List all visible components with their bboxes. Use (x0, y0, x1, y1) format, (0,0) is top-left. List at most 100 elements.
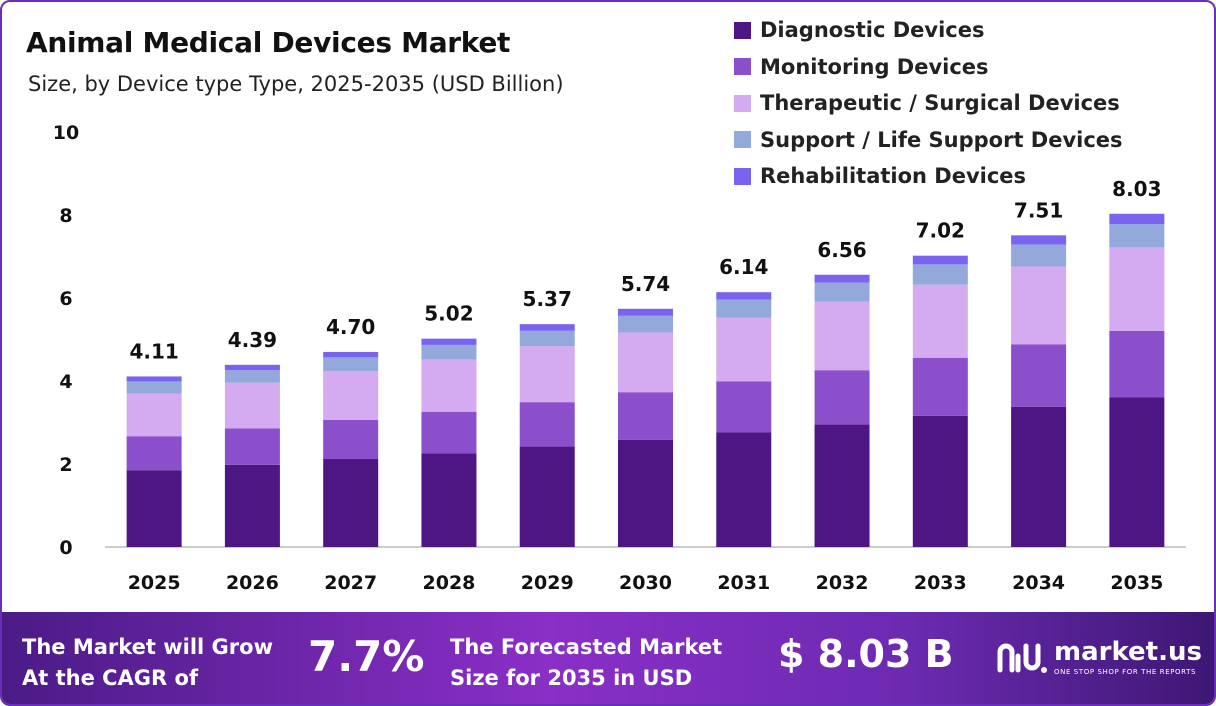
forecast-value: $ 8.03 B (778, 632, 954, 676)
bar-segment-support (618, 315, 673, 333)
legend-swatch-therapeutic (734, 94, 751, 112)
bar-total-label: 4.11 (129, 339, 178, 363)
bar-segment-therapeutic (618, 332, 673, 393)
legend-label-therapeutic: Therapeutic / Surgical Devices (760, 91, 1120, 116)
bar-segment-therapeutic (519, 346, 575, 403)
bar-segment-diagnostic (519, 446, 575, 547)
bar-segment-monitoring (519, 402, 575, 447)
cagr-caption: The Market will Grow At the CAGR of (22, 635, 273, 690)
bar-total-label: 6.14 (719, 255, 768, 279)
bar-segment-rehabilitation (912, 255, 968, 265)
y-tick-label: 8 (59, 205, 72, 227)
bar-total-label: 4.39 (228, 328, 277, 352)
bar-segment-diagnostic (1109, 397, 1165, 547)
bar-segment-rehabilitation (1011, 235, 1067, 245)
y-tick-label: 0 (59, 537, 72, 559)
bar-segment-monitoring (421, 411, 477, 454)
bar-segment-rehabilitation (1109, 213, 1165, 225)
bar-segment-therapeutic (1109, 247, 1165, 331)
bar-total-label: 6.56 (817, 238, 866, 262)
bar-total-label: 5.74 (621, 272, 670, 296)
chart-title: Animal Medical Devices Market (26, 26, 511, 59)
x-tick-label: 2035 (1110, 572, 1163, 594)
legend-label-diagnostic: Diagnostic Devices (760, 18, 985, 43)
bar-segment-monitoring (323, 420, 379, 460)
bar-total-label: 8.03 (1112, 177, 1161, 201)
footer-banner: The Market will Grow At the CAGR of 7.7%… (2, 612, 1214, 704)
stacked-bar-chart: 0 2 4 6 8 10 4.11 2025 4.39 2026 4.70 2027 5.02 2028 5… (53, 122, 1186, 594)
bar-segment-therapeutic (126, 393, 182, 437)
bar-segment-support (126, 381, 182, 394)
legend-label-support: Support / Life Support Devices (760, 127, 1123, 152)
bar-segment-support (519, 330, 575, 347)
bar-segment-support (1011, 244, 1067, 267)
bar-segment-monitoring (814, 370, 870, 425)
bar-segment-support (421, 344, 477, 360)
bar-total-label: 7.51 (1014, 198, 1063, 222)
bar-segment-diagnostic (421, 453, 477, 547)
bar-segment-diagnostic (1011, 406, 1067, 547)
bar-segment-rehabilitation (814, 274, 870, 283)
y-tick-label: 4 (59, 371, 72, 393)
bar-segment-therapeutic (323, 371, 379, 421)
bar-segment-rehabilitation (126, 376, 182, 382)
legend-label-rehabilitation: Rehabilitation Devices (760, 164, 1027, 189)
bar-segment-diagnostic (224, 464, 280, 547)
bar-segment-diagnostic (716, 432, 772, 547)
bar-segment-support (1109, 224, 1165, 248)
legend-label-monitoring: Monitoring Devices (760, 54, 989, 79)
bar-segment-support (912, 264, 968, 285)
bar-segment-rehabilitation (519, 324, 575, 331)
bar-segment-monitoring (912, 357, 968, 416)
brand-name: market.us (1054, 637, 1202, 667)
market-us-logo-icon (997, 643, 1047, 673)
cagr-value: 7.7% (308, 632, 425, 681)
bar-segment-therapeutic (421, 359, 477, 412)
bar-segment-therapeutic (224, 382, 280, 429)
bar-segment-support (323, 357, 379, 372)
bar-segment-diagnostic (323, 459, 379, 547)
legend-item-rehabilitation: Rehabilitation Devices (734, 158, 1123, 195)
legend-swatch-rehabilitation (734, 167, 751, 185)
bar-segment-diagnostic (912, 415, 968, 547)
x-tick-label: 2031 (717, 572, 770, 594)
legend-swatch-diagnostic (734, 21, 751, 39)
bar-segment-monitoring (126, 436, 182, 471)
bar-segment-monitoring (1011, 344, 1067, 407)
bar-segment-diagnostic (126, 470, 182, 547)
forecast-caption: The Forecasted Market Size for 2035 in U… (450, 635, 723, 690)
x-tick-label: 2026 (226, 572, 279, 594)
chart-legend: Diagnostic Devices Monitoring Devices Th… (734, 12, 1123, 195)
bar-segment-rehabilitation (224, 364, 280, 371)
x-tick-label: 2025 (128, 572, 181, 594)
bar-segment-monitoring (224, 428, 280, 465)
legend-item-therapeutic: Therapeutic / Surgical Devices (734, 85, 1123, 122)
bar-segment-therapeutic (1011, 266, 1067, 345)
bar-segment-rehabilitation (618, 308, 673, 316)
legend-swatch-support (734, 131, 751, 149)
bar-segment-therapeutic (716, 317, 772, 382)
y-tick-label: 10 (53, 122, 79, 144)
bar-segment-therapeutic (912, 284, 968, 358)
x-tick-label: 2029 (521, 572, 574, 594)
bar-segment-monitoring (618, 392, 673, 440)
x-tick-label: 2034 (1012, 572, 1065, 594)
brand-logo[interactable]: market.us ONE STOP SHOP FOR THE REPORTS (996, 638, 1202, 676)
bar-segment-support (224, 370, 280, 383)
bar-segment-support (814, 282, 870, 302)
bar-total-label: 4.70 (326, 315, 375, 339)
bar-segment-rehabilitation (421, 338, 477, 345)
chart-subtitle: Size, by Device type Type, 2025-2035 (US… (28, 72, 564, 96)
legend-item-diagnostic: Diagnostic Devices (734, 12, 1123, 49)
y-tick-label: 2 (59, 454, 72, 476)
bar-segment-support (716, 299, 772, 318)
legend-swatch-monitoring (734, 58, 751, 76)
y-tick-label: 6 (59, 288, 72, 310)
x-tick-label: 2027 (324, 572, 377, 594)
bar-segment-monitoring (1109, 330, 1165, 398)
brand-tagline: ONE STOP SHOP FOR THE REPORTS (1054, 668, 1197, 676)
bar-total-label: 5.37 (523, 287, 572, 311)
legend-item-monitoring: Monitoring Devices (734, 49, 1123, 86)
bar-total-label: 5.02 (424, 302, 473, 326)
